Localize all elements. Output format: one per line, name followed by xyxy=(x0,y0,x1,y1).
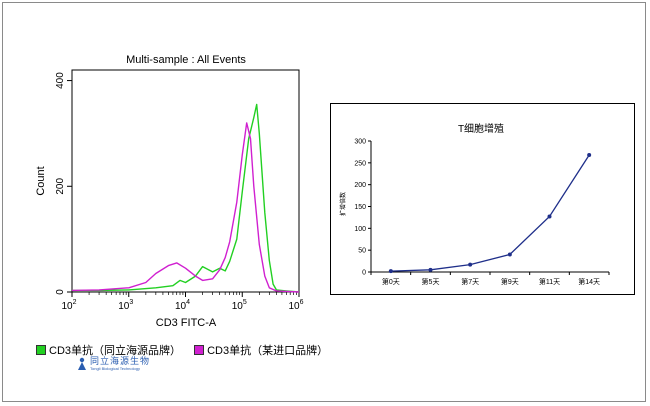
histogram-xlabel: CD3 FITC-A xyxy=(156,317,217,329)
proliferation-series-line xyxy=(390,154,590,272)
histogram-chart: Multi-sample : All Events 102 103 104 105 10… xyxy=(35,54,304,329)
proliferation-y-tick-label: 0 xyxy=(362,270,366,277)
logo-mark-icon xyxy=(78,357,86,370)
proliferation-ylabel: 扩增倍数 xyxy=(339,192,347,216)
proliferation-data-point xyxy=(388,269,393,274)
legend-label-green: CD3单抗（同立海源品牌） xyxy=(49,345,182,357)
proliferation-y-tick-label: 50 xyxy=(358,248,366,255)
proliferation-x-tick-label: 第14天 xyxy=(578,277,600,286)
proliferation-y-tick-label: 250 xyxy=(354,160,366,167)
histogram-x-tick-label: 106 xyxy=(288,299,303,312)
proliferation-y-tick-label: 300 xyxy=(354,139,366,146)
proliferation-data-point xyxy=(507,252,512,257)
proliferation-x-tick-label: 第9天 xyxy=(501,277,519,286)
histogram-title: Multi-sample : All Events xyxy=(126,54,246,66)
proliferation-data-point xyxy=(587,152,592,157)
logo-tagline: Tongli Biological Technology xyxy=(90,365,140,371)
histogram-series-green-line xyxy=(72,103,300,293)
company-logo: 同立海源生物 Tongli Biological Technology xyxy=(76,357,150,371)
logo-name: 同立海源生物 xyxy=(90,356,151,367)
proliferation-chart: T细胞增殖 扩增倍数 0 50 100 150 200 250 300 第0天 第5天 第7天 第9… xyxy=(339,122,610,286)
histogram-y-tick-label: 400 xyxy=(55,72,66,89)
proliferation-x-tick-label: 第7天 xyxy=(461,277,479,286)
histogram-x-tick-label: 103 xyxy=(118,299,133,312)
proliferation-title: T细胞增殖 xyxy=(458,122,504,135)
legend-swatch-magenta xyxy=(194,345,205,355)
proliferation-x-tick-label: 第0天 xyxy=(382,277,400,286)
legend-item-green: CD3单抗（同立海源品牌） xyxy=(36,342,181,358)
figure-frame xyxy=(2,2,646,402)
proliferation-y-tick-label: 150 xyxy=(354,204,366,211)
histogram-y-tick-label: 0 xyxy=(55,289,66,295)
legend-swatch-green xyxy=(36,345,46,355)
histogram-x-tick-label: 105 xyxy=(232,299,247,312)
proliferation-y-tick-label: 100 xyxy=(354,226,366,233)
proliferation-x-tick-label: 第5天 xyxy=(422,277,440,286)
proliferation-data-point xyxy=(547,214,552,219)
legend-label-magenta: CD3单抗（某进口品牌） xyxy=(207,345,329,357)
histogram-x-tick-label: 104 xyxy=(175,299,190,312)
proliferation-y-tick-label: 200 xyxy=(354,182,366,189)
legend-item-magenta: CD3单抗（某进口品牌） xyxy=(194,342,328,358)
histogram-plot-area xyxy=(71,69,300,293)
histogram-legend: CD3单抗（同立海源品牌） CD3单抗（某进口品牌） xyxy=(36,342,338,358)
histogram-y-tick-label: 200 xyxy=(55,178,66,195)
proliferation-data-point xyxy=(428,267,433,272)
histogram-x-tick-label: 102 xyxy=(61,299,76,312)
proliferation-panel: T细胞增殖 扩增倍数 0 50 100 150 200 250 300 第0天 第5天 第7天 第9… xyxy=(330,103,635,295)
histogram-series-magenta-line xyxy=(71,122,300,293)
proliferation-data-point xyxy=(468,262,473,267)
proliferation-x-tick-label: 第11天 xyxy=(539,277,560,286)
histogram-ylabel: Count xyxy=(35,166,47,195)
